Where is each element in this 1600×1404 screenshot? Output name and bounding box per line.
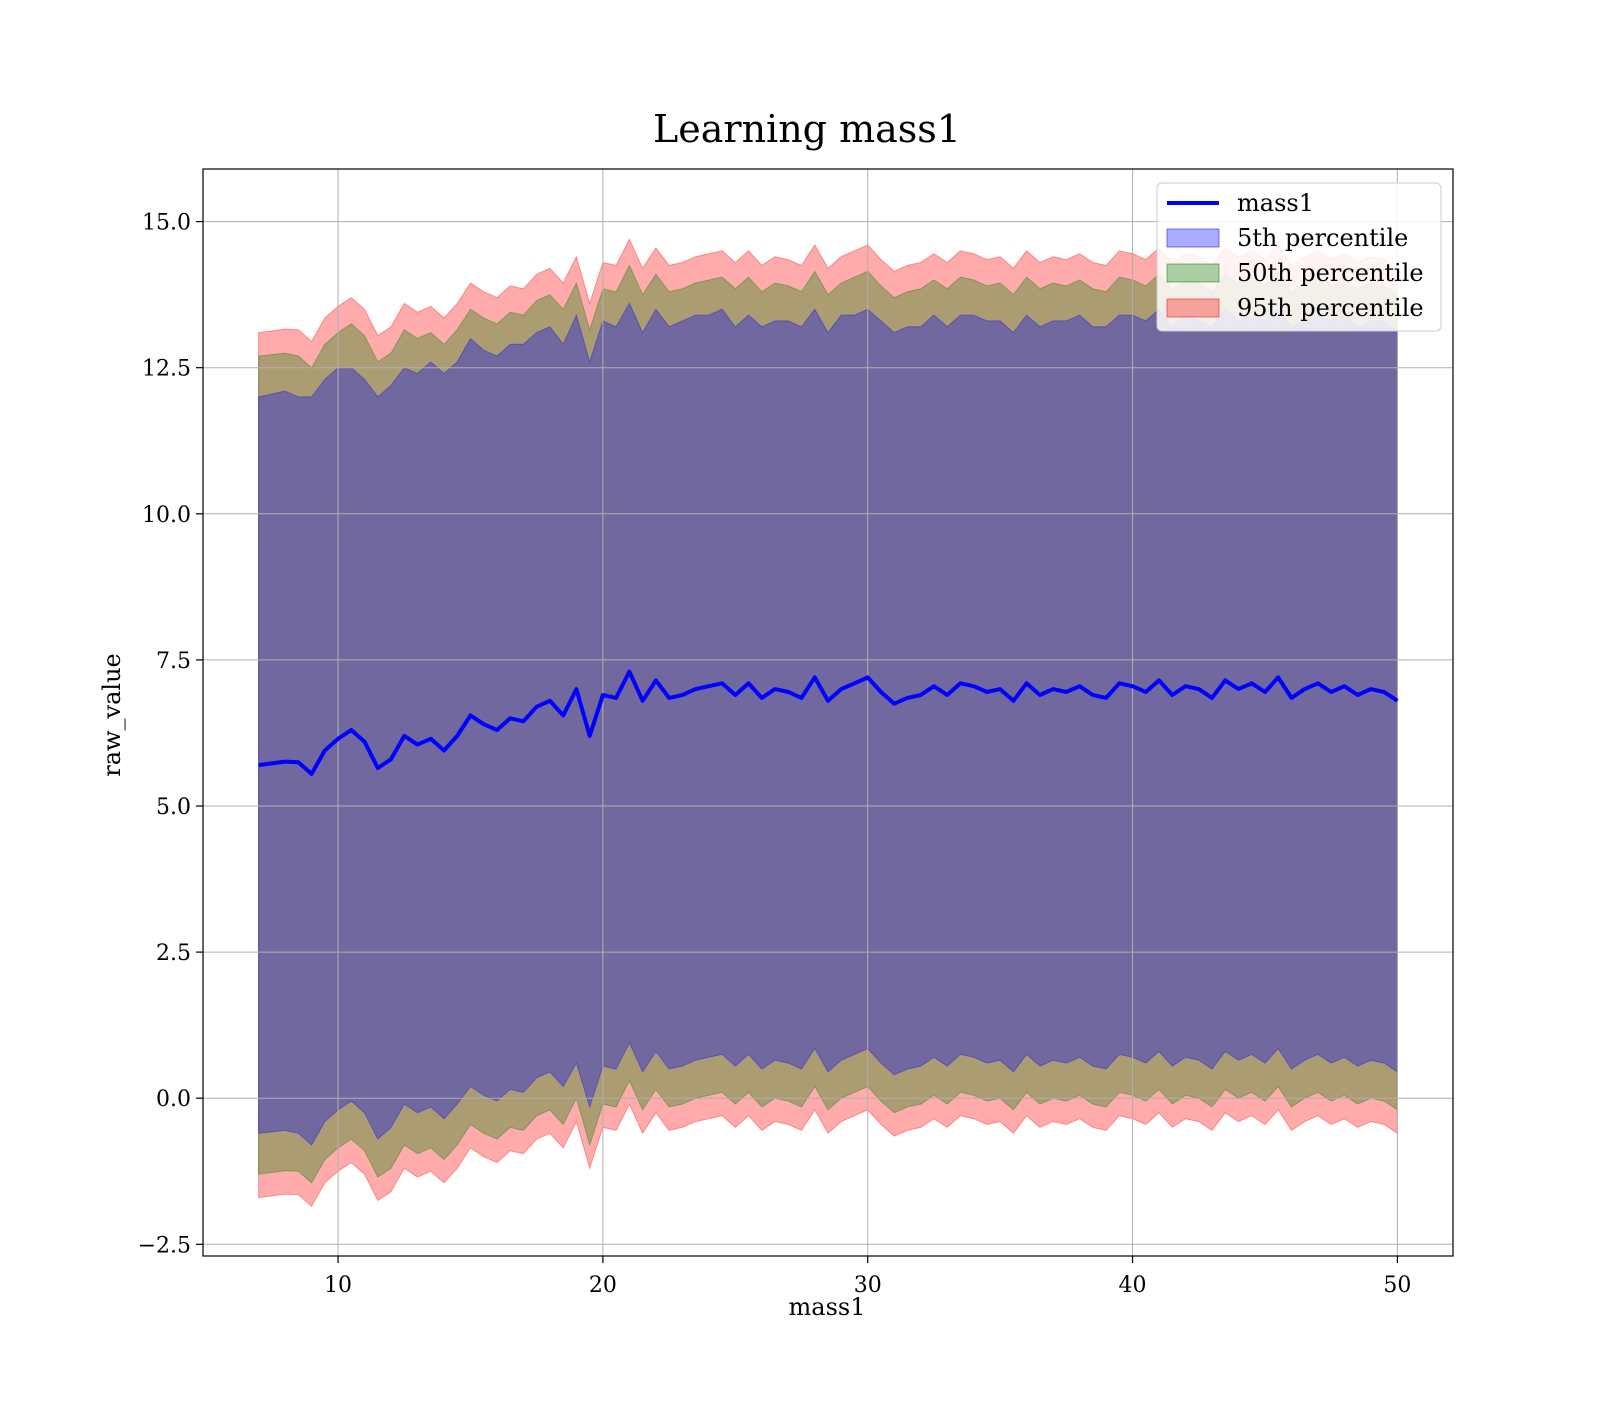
- band-5th-percentile: [258, 302, 1398, 1146]
- y-axis-label: raw_value: [98, 653, 126, 777]
- plot-background: [203, 169, 1453, 1256]
- legend: mass1 5th percentile 50th percentile 95th p…: [1156, 182, 1442, 332]
- y-tick-label: 2.5: [156, 941, 191, 966]
- x-tick-label: 40: [1119, 1273, 1147, 1298]
- x-axis-label: mass1: [789, 1293, 866, 1321]
- x-tick-label: 10: [324, 1273, 352, 1298]
- plot-area: 10 20 30 40 50 −2.5 0.0 2.5 5.0 7.5 10.0 12.5 15.0 ma…: [138, 168, 1454, 1298]
- legend-swatch-band: [1166, 228, 1220, 248]
- y-tick-label: −2.5: [138, 1233, 191, 1258]
- y-tick-label: 12.5: [142, 357, 191, 382]
- legend-swatch-band: [1166, 263, 1220, 283]
- x-tick-label: 30: [854, 1273, 882, 1298]
- legend-label: 5th percentile: [1237, 224, 1408, 252]
- y-tick-label: 5.0: [156, 795, 191, 820]
- x-tick-label: 50: [1383, 1273, 1411, 1298]
- legend-box: [1156, 182, 1442, 332]
- plot-frame: [202, 168, 1454, 1257]
- series-line-mass1: [258, 669, 1399, 776]
- chart-title: Learning mass1: [653, 107, 961, 151]
- y-tick-label: 15.0: [142, 211, 191, 236]
- y-tick-label: 0.0: [156, 1087, 191, 1112]
- y-tick-label: 10.0: [142, 503, 191, 528]
- x-tick-label: 20: [589, 1273, 617, 1298]
- legend-label: mass1: [1237, 189, 1314, 217]
- y-tick-label: 7.5: [156, 649, 191, 674]
- legend-label: 50th percentile: [1237, 259, 1424, 287]
- legend-label: 95th percentile: [1237, 294, 1424, 322]
- legend-swatch-band: [1166, 298, 1220, 318]
